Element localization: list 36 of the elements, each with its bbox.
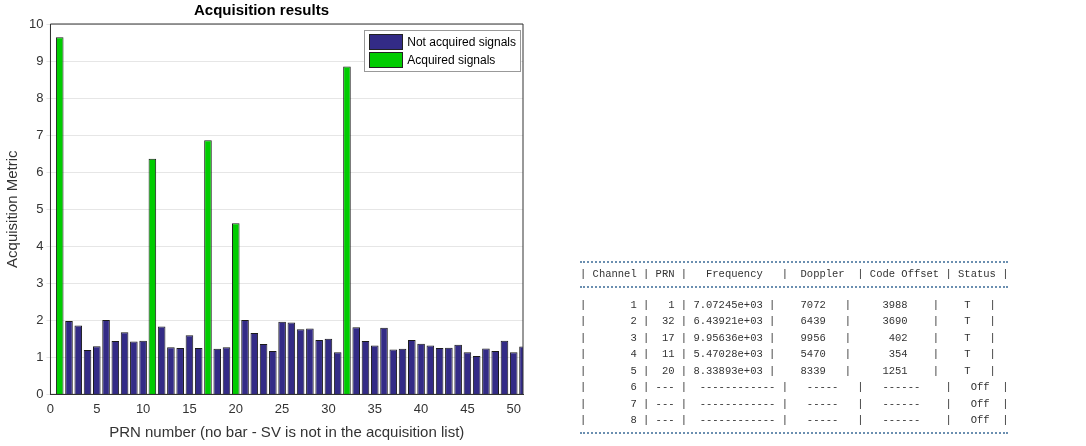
x-axis-title: PRN number (no bar - SV is not in the acquisition list)	[109, 423, 465, 441]
x-tick-label: 25	[274, 400, 290, 416]
text: | 7 | --- | ------------ | ----- | ------ | Off |	[580, 396, 1009, 412]
legend-label: Not acquired signals	[407, 35, 516, 49]
y-tick-label: 7	[36, 126, 44, 142]
y-tick-label: 4	[36, 237, 44, 253]
x-tick-label: 10	[135, 400, 151, 416]
legend-label: Acquired signals	[407, 53, 496, 67]
text: | 1 | 1 | 7.07245e+03 | 7072 | 3988 | T |	[580, 297, 997, 313]
y-tick-label: 1	[36, 348, 44, 364]
text: | 5 | 20 | 8.33893e+03 | 8339 | 1251 | T |	[580, 363, 997, 379]
x-tick-label: 5	[93, 400, 101, 416]
x-tick-label: 30	[321, 400, 336, 416]
text: | 6 | --- | ------------ | ----- | ------ | Off |	[580, 380, 1009, 395]
y-tick-label: 10	[28, 15, 44, 31]
text: | 2 | 32 | 6.43921e+03 | 6439 | 3690 | T |	[580, 314, 997, 329]
y-tick-label: 3	[36, 274, 44, 290]
x-tick-label: 50	[506, 400, 521, 416]
x-tick-label: 40	[413, 400, 429, 416]
y-tick-label: 9	[36, 52, 44, 68]
y-tick-label: 0	[36, 385, 44, 401]
text: | 4 | 11 | 5.47028e+03 | 5470 | 354 | T |	[580, 347, 997, 362]
y-tick-label: 6	[36, 163, 44, 179]
text: | 8 | --- | ------------ | ----- | ------ | Off |	[580, 413, 1009, 428]
y-tick-label: 8	[36, 89, 44, 105]
x-tick-label: 20	[228, 400, 243, 416]
x-tick-label: 0	[46, 400, 55, 416]
text: | Channel | PRN | Frequency | Doppler | Code Offset | Status |	[580, 267, 1009, 282]
x-tick-label: 15	[182, 400, 197, 416]
x-tick-label: 35	[367, 400, 382, 416]
text: | 3 | 17 | 9.95636e+03 | 9956 | 402 | T |	[580, 330, 997, 346]
y-axis-title: Acquisition Metric	[3, 149, 21, 268]
y-tick-label: 5	[36, 200, 44, 216]
y-tick-label: 2	[36, 311, 44, 327]
x-tick-label: 45	[460, 400, 475, 416]
chart-title: Acquisition results	[193, 1, 330, 19]
